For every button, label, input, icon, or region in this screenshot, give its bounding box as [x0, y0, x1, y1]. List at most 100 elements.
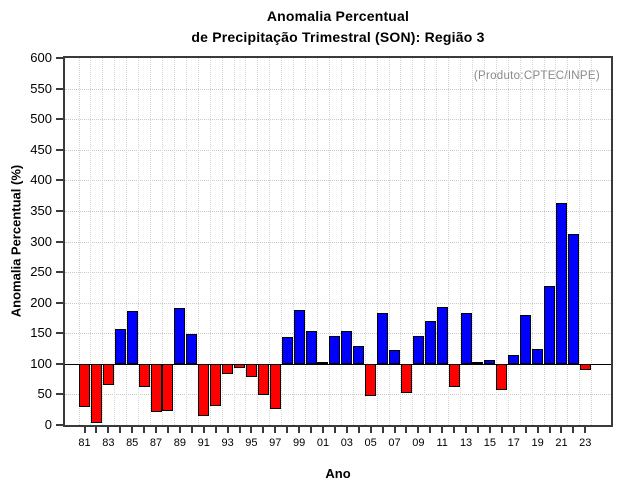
- bar-2012: [448, 364, 460, 387]
- vertical-gridline: [185, 58, 187, 425]
- bar-1994: [234, 364, 245, 369]
- x-tick: [357, 427, 360, 433]
- bar-2017: [508, 354, 520, 364]
- bar-2022: [567, 233, 579, 364]
- x-tick-label: 91: [197, 437, 210, 449]
- baseline-100: [65, 364, 611, 365]
- x-tick: [202, 427, 205, 433]
- bar-2013: [460, 312, 472, 364]
- x-tick-label: 07: [388, 437, 401, 449]
- vertical-gridline: [209, 58, 211, 425]
- x-tick-label: 09: [412, 437, 425, 449]
- x-tick: [131, 427, 134, 433]
- bar-1996: [257, 364, 269, 395]
- x-tick: [190, 427, 193, 433]
- x-tick-label: 83: [102, 437, 115, 449]
- vertical-gridline: [138, 58, 140, 425]
- bar-2015: [484, 359, 496, 364]
- vertical-gridline: [245, 58, 247, 425]
- x-tick: [95, 427, 98, 433]
- x-tick-label: 15: [483, 437, 497, 449]
- x-tick-label: 93: [221, 437, 234, 449]
- x-tick-label: 01: [316, 437, 330, 449]
- horizontal-gridline: [65, 210, 611, 212]
- vertical-gridline: [591, 58, 593, 425]
- x-tick: [524, 427, 527, 433]
- x-tick-label: 85: [126, 437, 139, 449]
- x-tick: [441, 427, 444, 433]
- y-tick: [56, 332, 63, 335]
- chart-title-line2: de Precipitação Trimestral (SON): Região…: [191, 29, 485, 45]
- horizontal-gridline: [65, 241, 611, 243]
- vertical-gridline: [519, 58, 521, 425]
- bar-1991: [198, 364, 210, 416]
- vertical-gridline: [424, 58, 426, 425]
- vertical-gridline: [317, 58, 319, 425]
- x-tick: [119, 427, 122, 433]
- x-tick: [274, 427, 277, 433]
- bar-1992: [210, 364, 222, 407]
- y-tick-label: 150: [30, 325, 52, 341]
- bar-1984: [114, 329, 126, 364]
- vertical-gridline: [233, 58, 235, 425]
- y-tick-label: 100: [30, 355, 52, 371]
- y-tick-label: 200: [30, 294, 52, 310]
- vertical-gridline: [388, 58, 390, 425]
- x-tick-label: 05: [364, 437, 377, 449]
- vertical-gridline: [495, 58, 497, 425]
- bar-2014: [472, 362, 484, 364]
- x-tick-label: 11: [436, 437, 448, 449]
- vertical-gridline: [102, 58, 104, 425]
- vertical-gridline: [472, 58, 474, 425]
- x-tick: [166, 427, 169, 433]
- vertical-gridline: [400, 58, 402, 425]
- y-tick-label: 350: [30, 202, 52, 218]
- bar-2011: [436, 306, 448, 364]
- bar-1990: [186, 334, 198, 364]
- bar-2021: [555, 202, 567, 364]
- vertical-gridline: [305, 58, 307, 425]
- y-tick-label: 50: [37, 386, 52, 402]
- horizontal-gridline: [65, 302, 611, 304]
- horizontal-gridline: [65, 119, 611, 121]
- x-tick-label: 19: [531, 437, 544, 449]
- x-tick: [429, 427, 432, 433]
- x-tick: [465, 427, 468, 433]
- y-tick-label: 250: [30, 264, 52, 280]
- x-tick: [560, 427, 563, 433]
- horizontal-gridline: [65, 180, 611, 182]
- x-tick-label: 81: [78, 437, 91, 449]
- x-tick-label: 03: [340, 437, 353, 449]
- x-tick-label: 97: [269, 437, 282, 449]
- x-tick: [262, 427, 265, 433]
- bar-1997: [269, 364, 281, 410]
- vertical-gridline: [281, 58, 283, 425]
- x-tick: [298, 427, 301, 433]
- y-tick-label: 600: [30, 50, 52, 65]
- bar-2016: [496, 364, 508, 390]
- x-tick: [321, 427, 324, 433]
- x-tick: [107, 427, 110, 433]
- x-tick: [572, 427, 575, 433]
- source-note: (Produto:CPTEC/INPE): [473, 70, 600, 82]
- vertical-gridline: [162, 58, 163, 425]
- y-tick-label: 400: [30, 172, 52, 188]
- plot-area: [63, 56, 613, 427]
- vertical-gridline: [364, 58, 366, 425]
- x-tick-label: 95: [245, 437, 258, 449]
- x-tick: [476, 427, 479, 433]
- x-tick: [536, 427, 539, 433]
- y-tick: [56, 209, 63, 212]
- x-tick: [178, 427, 181, 433]
- x-tick: [226, 427, 229, 433]
- horizontal-gridline: [65, 272, 611, 274]
- y-tick: [56, 57, 63, 59]
- bar-2009: [412, 336, 424, 364]
- vertical-gridline: [436, 58, 438, 425]
- bar-1981: [79, 364, 90, 407]
- y-tick: [56, 87, 63, 90]
- y-tick: [56, 271, 63, 274]
- y-tick: [56, 393, 63, 396]
- bar-1983: [102, 364, 114, 385]
